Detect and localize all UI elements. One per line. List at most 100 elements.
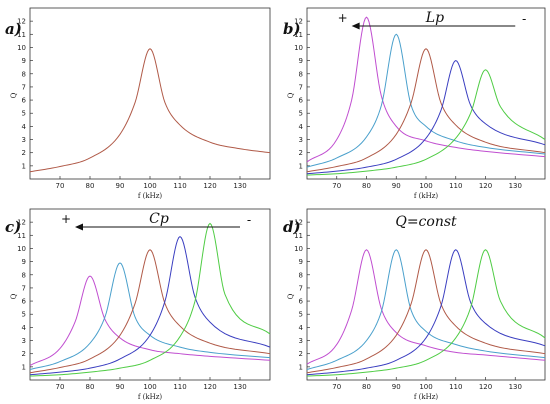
x-tick-label: 80 [86,383,95,391]
y-tick-label: 9 [22,258,26,266]
x-tick-label: 120 [203,182,216,190]
y-tick-label: 11 [17,31,26,39]
y-axis-label: Q [287,293,295,299]
y-tick-label: 12 [294,18,303,26]
y-tick-label: 7 [299,83,303,91]
series-line-3 [29,249,271,374]
y-tick-label: 9 [22,57,26,65]
y-axis-label: Q [10,293,18,299]
series-line-3 [306,48,546,173]
y-tick-label: 12 [17,18,26,26]
x-tick-label: 70 [56,383,65,391]
y-tick-label: 2 [22,350,26,358]
y-tick-label: 9 [299,57,303,65]
series-line-4 [29,235,271,376]
x-axis-label: f (kHz) [414,393,439,401]
y-tick-label: 3 [22,136,26,144]
y-tick-label: 4 [22,324,27,332]
series-line-4 [306,60,546,175]
y-tick-label: 4 [299,324,304,332]
y-tick-label: 1 [299,363,303,371]
x-axis-label: f (kHz) [138,393,163,401]
series-line-5 [306,69,546,176]
series-line-1 [306,249,546,365]
series-line-1 [29,48,271,173]
y-tick-label: 7 [22,284,26,292]
x-tick-label: 100 [143,383,156,391]
series-line-5 [29,222,271,377]
y-tick-label: 6 [299,97,304,105]
series-line-1 [306,16,546,163]
x-axis-label: f (kHz) [138,192,163,200]
y-tick-label: 5 [22,110,26,118]
x-tick-label: 110 [449,383,462,391]
y-tick-label: 5 [22,311,26,319]
x-tick-label: 120 [479,383,492,391]
y-tick-label: 10 [17,44,26,52]
y-tick-label: 5 [299,311,303,319]
y-tick-label: 7 [22,83,26,91]
parameter-label: Cp [149,211,169,227]
x-tick-label: 100 [143,182,156,190]
x-tick-label: 130 [509,383,522,391]
y-tick-label: 3 [299,136,303,144]
series-line-2 [306,33,546,168]
y-tick-label: 9 [299,258,303,266]
x-tick-label: 70 [332,182,341,190]
y-tick-label: 6 [22,97,27,105]
x-tick-label: 100 [419,383,432,391]
y-tick-label: 12 [17,219,26,227]
plot-frame [29,7,271,180]
y-tick-label: 1 [22,162,26,170]
y-tick-label: 6 [299,298,304,306]
y-tick-label: 12 [294,219,303,227]
x-tick-label: 100 [419,182,432,190]
y-tick-label: 2 [22,149,26,157]
series-line-5 [306,249,546,377]
series-line-4 [306,249,546,376]
parameter-label: Q=const [395,214,457,230]
y-tick-label: 5 [299,110,303,118]
x-tick-label: 70 [56,182,65,190]
arrow-head [75,223,83,231]
y-tick-label: 4 [299,123,304,131]
x-tick-label: 80 [362,383,371,391]
series-line-1 [29,275,271,366]
y-tick-label: 11 [294,232,303,240]
minus-sign: - [247,213,251,227]
plus-sign: + [338,11,348,25]
y-tick-label: 11 [294,31,303,39]
y-tick-label: 3 [299,337,303,345]
x-tick-label: 80 [86,182,95,190]
panel-letter: a) [5,20,22,38]
x-tick-label: 90 [116,182,125,190]
x-axis-label: f (kHz) [414,192,439,200]
y-tick-label: 6 [22,298,27,306]
arrow-head [351,22,360,30]
y-axis-label: Q [287,92,295,98]
x-tick-label: 110 [173,182,186,190]
x-tick-label: 130 [233,182,246,190]
x-tick-label: 70 [332,383,341,391]
x-tick-label: 130 [509,182,522,190]
y-tick-label: 7 [299,284,303,292]
y-axis-label: Q [10,92,18,98]
y-tick-label: 8 [299,271,303,279]
y-tick-label: 10 [294,245,303,253]
x-tick-label: 90 [392,182,401,190]
plot-frame [29,208,271,381]
y-tick-label: 10 [17,245,26,253]
x-tick-label: 110 [449,182,462,190]
parameter-label: Lp [425,10,444,26]
minus-sign: - [522,12,526,26]
x-tick-label: 90 [392,383,401,391]
y-tick-label: 11 [17,232,26,240]
y-tick-label: 10 [294,44,303,52]
x-tick-label: 120 [203,383,216,391]
series-line-3 [306,249,546,374]
y-tick-label: 8 [22,70,26,78]
